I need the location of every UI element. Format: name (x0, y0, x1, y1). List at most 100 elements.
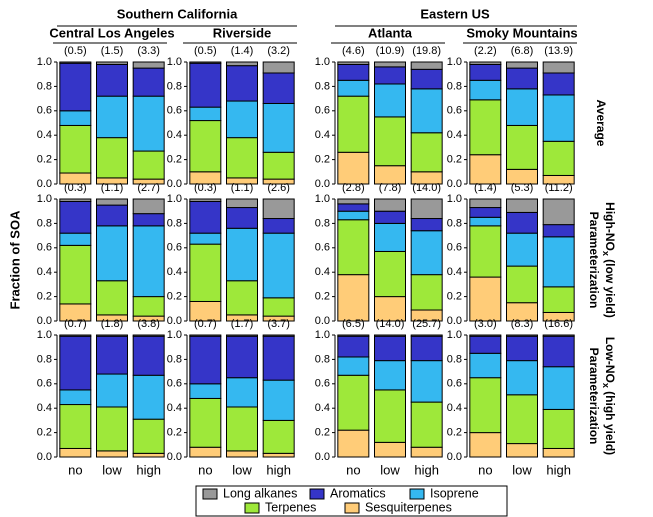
bar-segment (469, 432, 502, 458)
bar-segment (262, 334, 295, 337)
bar-segment (469, 216, 502, 227)
y-tick-label: 0.2 (37, 291, 52, 303)
bar-total-label: (19.8) (412, 45, 441, 57)
bar-segment (410, 335, 443, 362)
bar-segment (542, 61, 575, 74)
bar-segment (226, 335, 258, 379)
y-tick-label: 0.4 (37, 266, 52, 278)
bar-segment (506, 265, 538, 304)
y-tick-label: 0.8 (37, 217, 52, 229)
bar-segment (96, 406, 128, 452)
y-tick-label: 0.0 (167, 451, 182, 463)
y-tick-label: 0.6 (37, 378, 52, 390)
y-tick-label: 0.4 (315, 129, 330, 141)
bar-segment (262, 102, 295, 153)
bar-segment (542, 94, 575, 142)
y-tick-label: 0.8 (167, 80, 182, 92)
bar-segment (337, 151, 370, 185)
bar-segment (374, 116, 406, 167)
y-tick-label: 0.4 (447, 266, 462, 278)
bar-segment (262, 198, 295, 220)
bar-segment (189, 335, 222, 385)
bar-segment (262, 218, 295, 234)
bar-segment (469, 276, 502, 322)
bar-segment (59, 334, 92, 337)
bar-segment (96, 225, 128, 282)
y-tick-label: 0.8 (315, 80, 330, 92)
bar-segment (337, 274, 370, 322)
bar-total-label: (6.8) (511, 45, 534, 57)
y-tick-label: 0.6 (447, 105, 462, 117)
row-label-sub: x (601, 251, 611, 256)
y-tick-label: 1.0 (447, 56, 462, 68)
panel-title: Atlanta (368, 25, 413, 40)
y-tick-label: 1.0 (167, 193, 182, 205)
y-tick-label: 0.2 (37, 427, 52, 439)
bar-segment (132, 150, 165, 180)
bar-segment (189, 198, 222, 202)
bar-total-label: (0.7) (194, 318, 217, 330)
y-tick-label: 1.0 (447, 193, 462, 205)
bar-total-label: (2.7) (137, 182, 160, 194)
bar-segment (469, 79, 502, 101)
x-tick-label: high (136, 462, 161, 477)
y-tick-label: 0.8 (447, 217, 462, 229)
bar-total-label: (0.7) (64, 318, 87, 330)
legend-label: Long alkanes (223, 486, 297, 500)
bar-segment (506, 198, 538, 213)
bar-segment (59, 124, 92, 174)
legend-swatch (309, 488, 325, 500)
bar-segment (59, 244, 92, 305)
y-tick-label: 0.8 (167, 353, 182, 365)
row-label-part: Low-NO (603, 337, 617, 383)
bar-segment (226, 280, 258, 316)
y-tick-label: 0.0 (37, 451, 52, 463)
bar-segment (262, 419, 295, 454)
bar-segment (337, 63, 370, 81)
bar-segment (226, 406, 258, 452)
legend-label: Sesquiterpenes (365, 500, 452, 514)
bar-segment (189, 334, 222, 337)
bar-segment (469, 207, 502, 218)
bar-total-label: (0.3) (64, 182, 87, 194)
bar-total-label: (13.9) (544, 45, 573, 57)
y-tick-label: 0.4 (167, 402, 182, 414)
x-tick-label: low (102, 462, 122, 477)
y-tick-label: 0.2 (315, 427, 330, 439)
bar-segment (374, 222, 406, 252)
bar-segment (226, 137, 258, 179)
bar-segment (226, 334, 258, 337)
bar-segment (542, 72, 575, 96)
bar-segment (96, 373, 128, 408)
bar-total-label: (0.5) (194, 45, 217, 57)
y-tick-label: 0.6 (37, 105, 52, 117)
row-label: Low-NOx (high yield) (601, 337, 617, 455)
bar-segment (59, 110, 92, 126)
y-tick-label: 0.0 (37, 178, 52, 190)
bar-segment (189, 200, 222, 234)
y-tick-label: 0.6 (167, 242, 182, 254)
bar-segment (59, 61, 92, 64)
bar-segment (226, 450, 258, 458)
bar-segment (59, 232, 92, 246)
bar-total-label: (2.2) (474, 45, 497, 57)
y-tick-label: 1.0 (315, 56, 330, 68)
bar-segment (337, 334, 370, 337)
x-tick-label: low (512, 462, 532, 477)
y-tick-label: 0.4 (37, 402, 52, 414)
bar-segment (469, 99, 502, 156)
bar-segment (506, 67, 538, 90)
bar-segment (410, 230, 443, 276)
legend-swatch (344, 502, 360, 514)
bar-segment (96, 450, 128, 458)
bar-total-label: (0.3) (194, 182, 217, 194)
bar-segment (189, 397, 222, 448)
bar-segment (189, 232, 222, 245)
bar-segment (542, 335, 575, 368)
panel-title: Riverside (213, 25, 272, 40)
y-tick-label: 1.0 (37, 193, 52, 205)
y-tick-label: 0.6 (167, 378, 182, 390)
y-tick-label: 0.2 (315, 154, 330, 166)
bar-segment (189, 61, 222, 64)
bar-segment (337, 356, 370, 376)
